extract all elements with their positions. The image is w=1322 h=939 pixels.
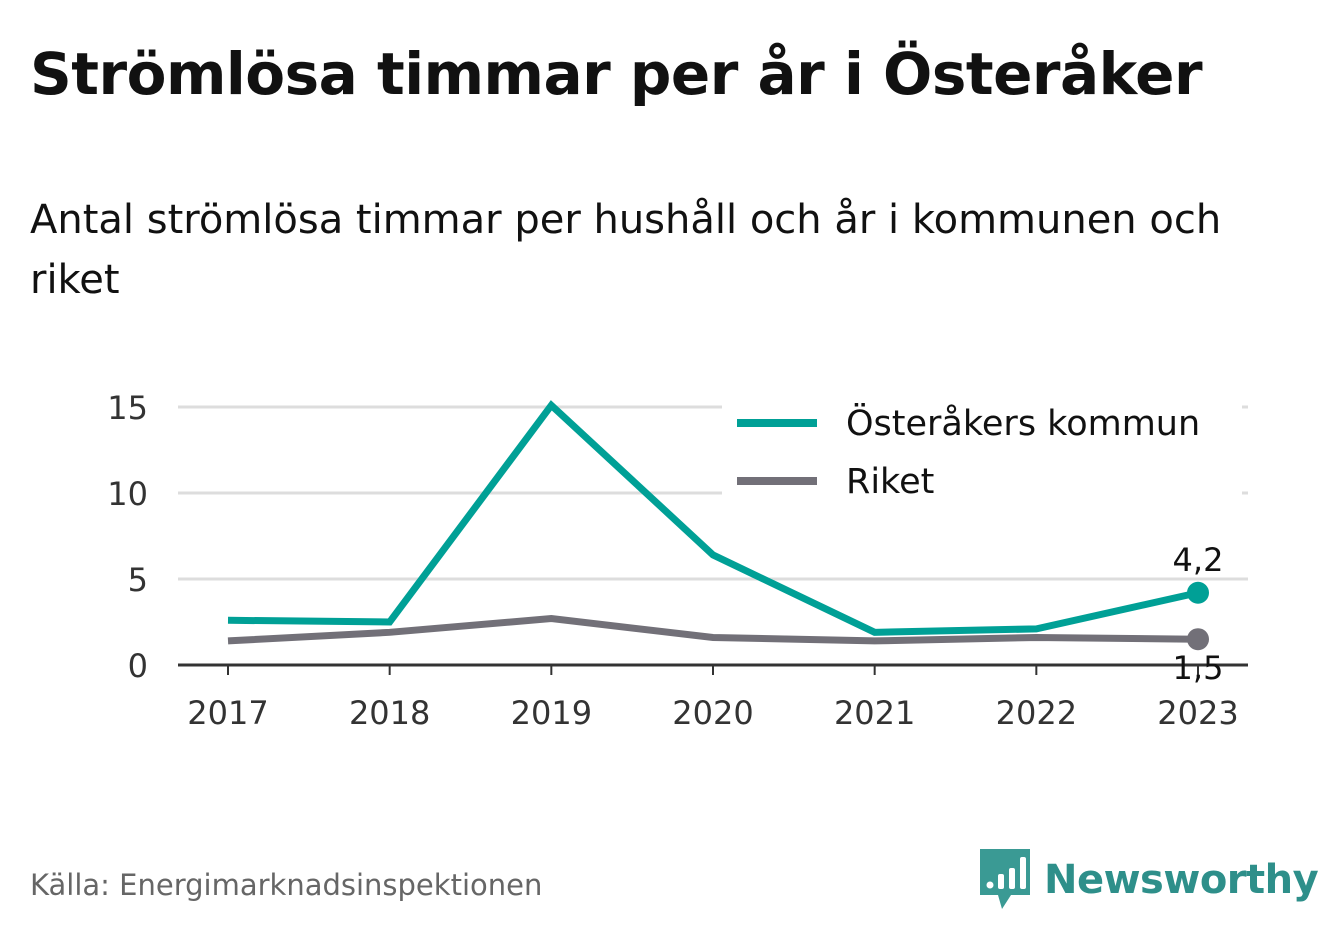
series-end-marker	[1187, 628, 1209, 651]
brand-name: Newsworthy	[1044, 857, 1319, 903]
y-tick-label: 0	[128, 647, 148, 685]
legend: Österåkers kommun Riket	[722, 395, 1242, 505]
series-line	[227, 615, 1199, 645]
chart-subtitle: Antal strömlösa timmar per hushåll och å…	[30, 197, 1222, 303]
y-axis-labels: 0 5 10 15	[107, 389, 148, 685]
source-note: Källa: Energimarknadsinspektionen	[30, 868, 543, 902]
series-end-label: 1,5	[1173, 649, 1224, 687]
series-end-label: 4,2	[1173, 541, 1224, 579]
y-tick-label: 15	[107, 389, 148, 427]
x-tick-label: 2022	[996, 694, 1077, 732]
x-tick-label: 2019	[511, 694, 592, 732]
y-tick-label: 5	[128, 561, 148, 599]
legend-background	[722, 395, 1242, 505]
legend-label: Riket	[846, 462, 934, 502]
x-tick-label: 2023	[1157, 694, 1238, 732]
chart-title: Strömlösa timmar per år i Österåker	[30, 40, 1203, 108]
legend-label: Österåkers kommun	[846, 402, 1200, 444]
series-lines: 4,2 1,5	[227, 400, 1224, 687]
x-axis: 2017 2018 2019 2020 2021 2022 2023	[178, 663, 1248, 732]
x-tick-label: 2018	[349, 694, 430, 732]
y-tick-label: 10	[107, 475, 148, 513]
x-tick-label: 2021	[834, 694, 915, 732]
series-line	[227, 400, 1199, 636]
x-tick-label: 2017	[187, 694, 268, 732]
series-end-marker	[1187, 581, 1209, 604]
newsworthy-logo-icon	[980, 849, 1030, 909]
x-tick-label: 2020	[672, 694, 753, 732]
brand-logo[interactable]: Newsworthy	[980, 845, 1319, 915]
